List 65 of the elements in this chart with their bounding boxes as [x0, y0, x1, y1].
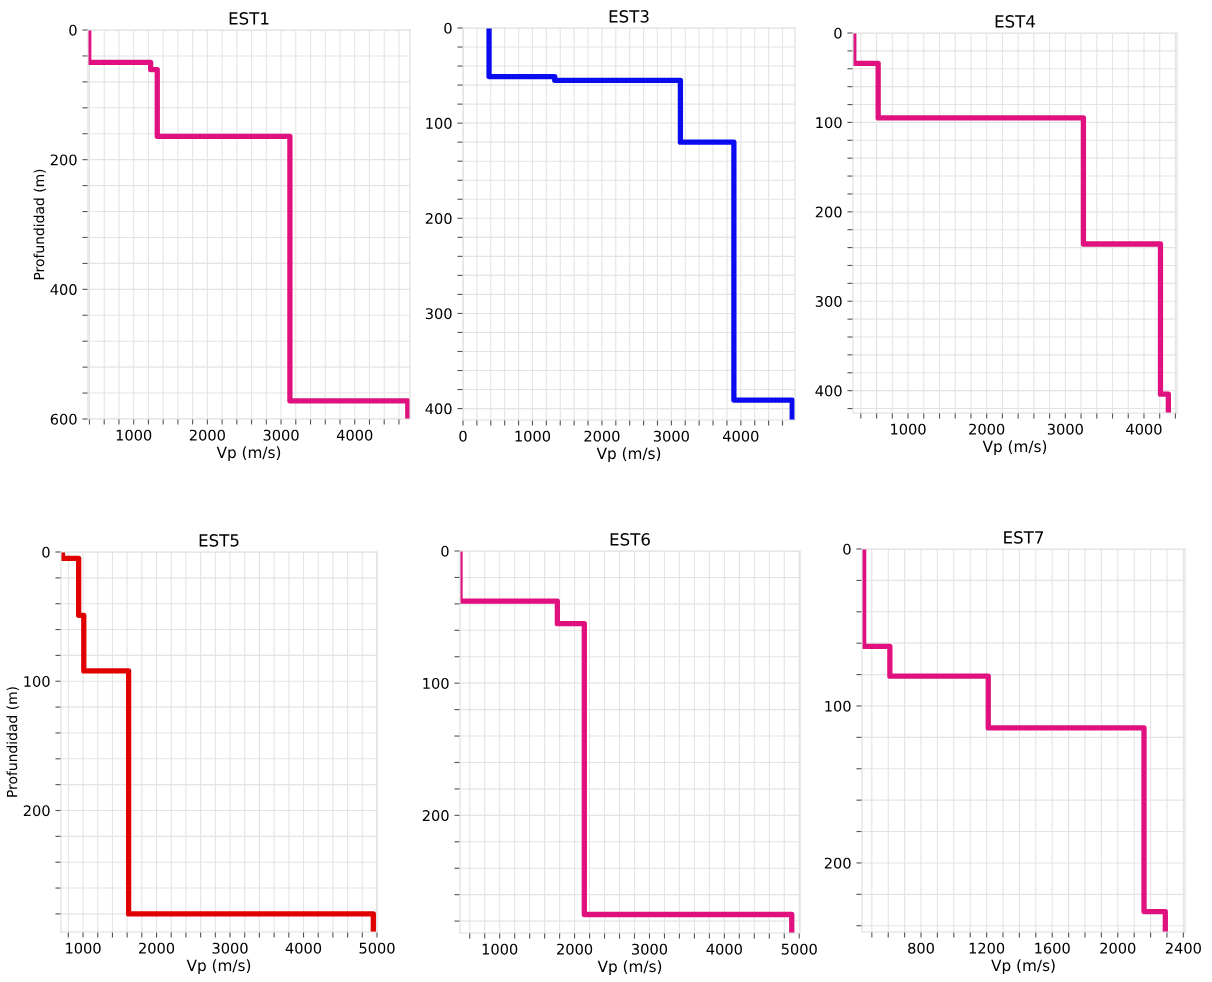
- chart-title: EST3: [609, 10, 649, 23]
- y-tick-label: 400: [425, 403, 452, 415]
- y-tick-label: 200: [422, 810, 449, 822]
- x-tick-label: 3000: [653, 430, 689, 442]
- y-tick-label: 100: [816, 117, 842, 129]
- y-tick-label: 0: [834, 27, 842, 39]
- y-tick-label: 0: [444, 22, 452, 34]
- x-tick-label: 3000: [632, 943, 668, 955]
- x-tick-label: 1200: [969, 942, 1005, 954]
- x-tick-label: 1000: [482, 943, 518, 955]
- x-tick-label: 1000: [66, 942, 101, 954]
- x-tick-label: 2400: [1165, 942, 1201, 954]
- x-tick-label: 2000: [969, 423, 1005, 435]
- x-tick-label: 2000: [139, 942, 175, 954]
- x-axis-title: Vp (m/s): [597, 960, 662, 976]
- y-tick-label: 400: [815, 385, 842, 397]
- chart-title: EST6: [610, 533, 650, 546]
- x-tick-label: 1000: [891, 423, 926, 435]
- y-tick-label: 600: [50, 413, 77, 425]
- y-tick-label: 200: [824, 857, 851, 869]
- x-tick-label: 3000: [263, 429, 299, 441]
- y-tick-label: 0: [843, 543, 851, 555]
- x-tick-label: 3000: [1047, 423, 1083, 435]
- y-axis-title: Profundidad (m): [6, 687, 19, 797]
- y-tick-label: 200: [815, 206, 842, 218]
- x-tick-label: 1000: [515, 430, 551, 442]
- x-tick-label: 2000: [584, 430, 620, 442]
- x-axis-title: Vp (m/s): [991, 959, 1055, 975]
- y-tick-label: 200: [50, 154, 77, 166]
- x-tick-label: 1600: [1035, 942, 1070, 954]
- y-axis-title: Profundidad (m): [33, 169, 46, 280]
- x-axis-title: Vp (m/s): [596, 447, 661, 463]
- x-axis-title: Vp (m/s): [982, 440, 1047, 456]
- x-tick-label: 4000: [1126, 423, 1162, 435]
- x-tick-label: 4000: [285, 942, 322, 954]
- y-tick-label: 100: [423, 677, 449, 689]
- chart-title: EST1: [229, 12, 269, 25]
- x-tick-label: 5000: [781, 943, 817, 955]
- x-tick-label: 4000: [722, 430, 759, 442]
- x-tick-label: 0: [459, 430, 467, 442]
- y-tick-label: 400: [50, 284, 77, 296]
- y-tick-label: 0: [441, 545, 449, 557]
- x-axis-title: Vp (m/s): [186, 959, 251, 975]
- x-tick-label: 2000: [1100, 942, 1136, 954]
- y-tick-label: 200: [23, 805, 50, 817]
- x-tick-label: 4000: [706, 943, 742, 955]
- y-tick-label: 200: [425, 213, 452, 225]
- x-tick-label: 800: [908, 942, 934, 954]
- y-tick-label: 0: [69, 24, 77, 36]
- chart-title: EST5: [199, 534, 239, 547]
- y-tick-label: 300: [425, 308, 452, 320]
- y-tick-label: 0: [42, 546, 50, 558]
- x-tick-label: 1000: [116, 429, 152, 441]
- x-tick-label: 2000: [189, 429, 225, 441]
- y-tick-label: 100: [426, 117, 452, 129]
- chart-title: EST4: [995, 15, 1036, 28]
- x-tick-label: 3000: [212, 942, 248, 954]
- x-tick-label: 4000: [336, 429, 373, 441]
- y-tick-label: 100: [825, 700, 851, 712]
- y-tick-label: 300: [815, 295, 842, 307]
- chart-title: EST7: [1004, 531, 1044, 544]
- x-tick-label: 2000: [557, 943, 593, 955]
- x-tick-label: 5000: [359, 942, 395, 954]
- x-axis-title: Vp (m/s): [216, 446, 281, 462]
- y-tick-label: 100: [24, 675, 50, 687]
